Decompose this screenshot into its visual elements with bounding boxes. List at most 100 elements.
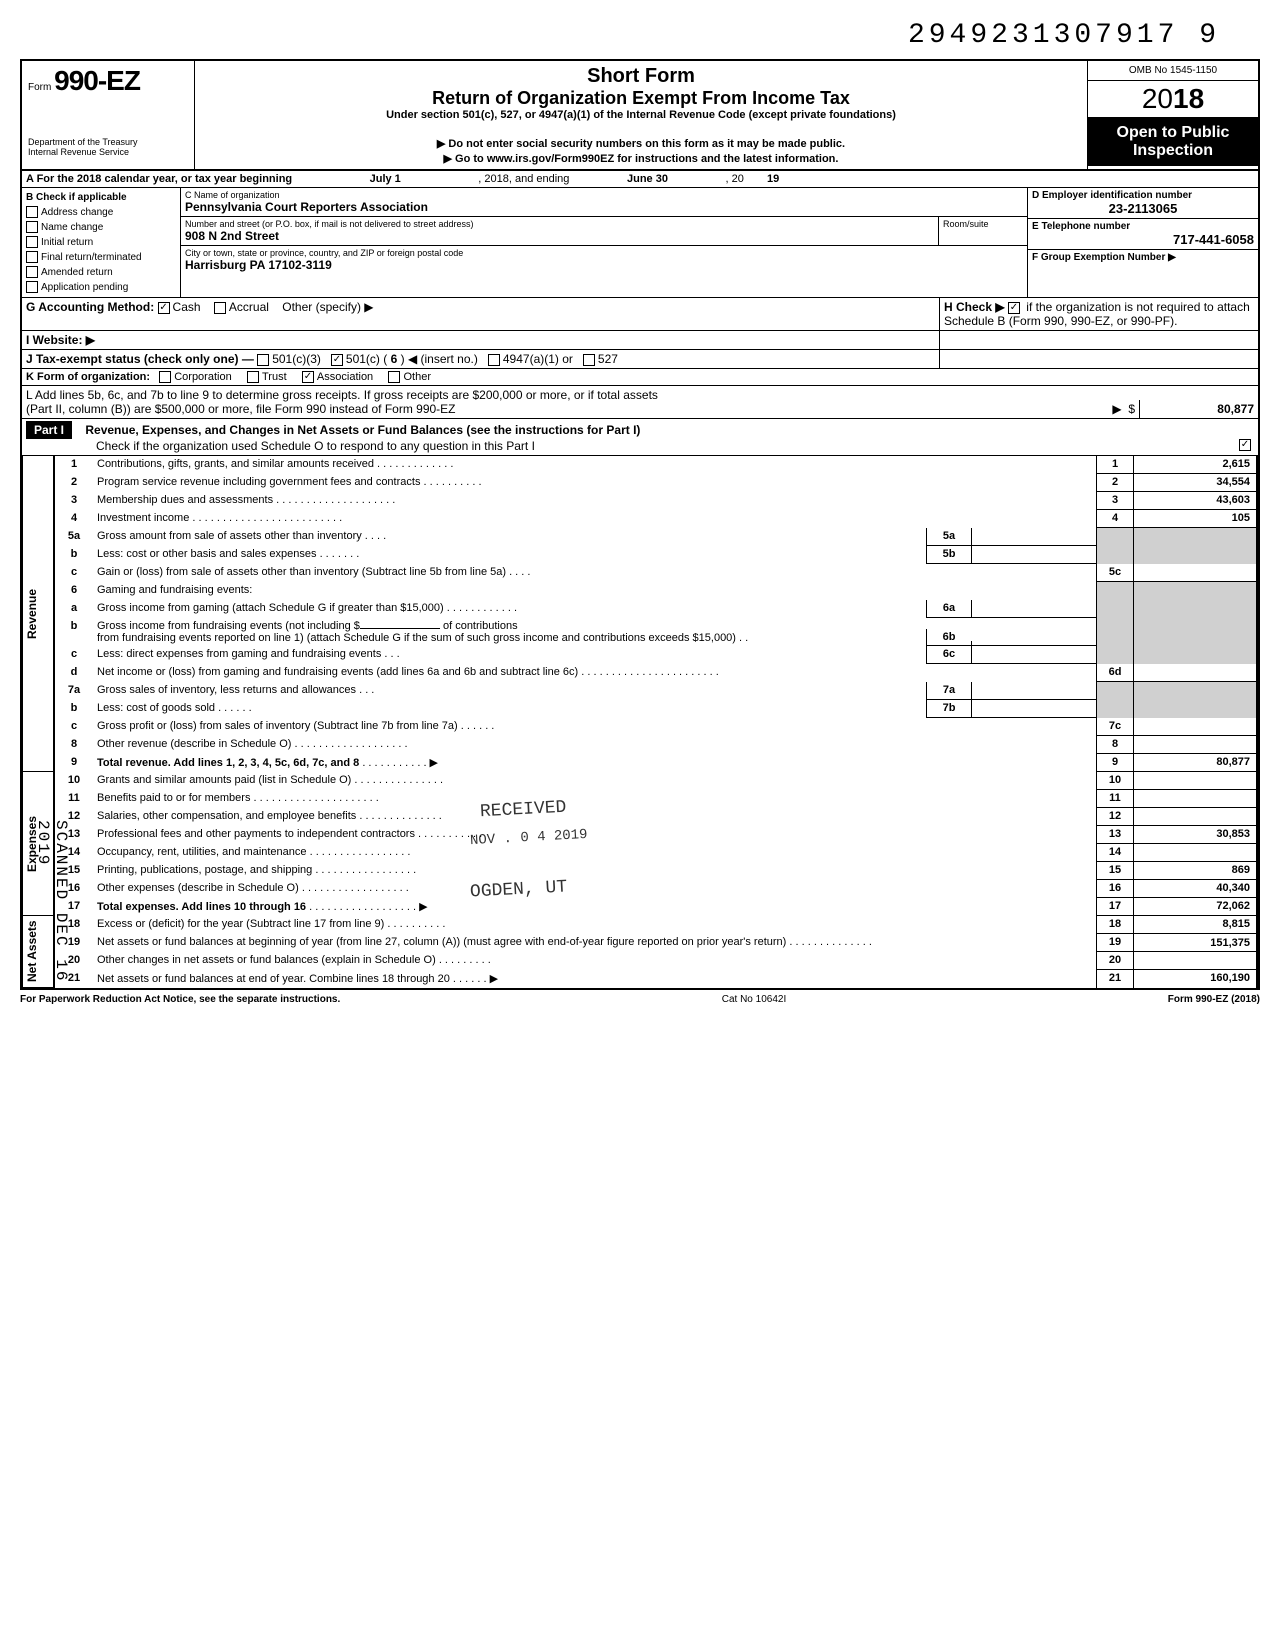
line-7c-text: Gross profit or (loss) from sales of inv… bbox=[97, 720, 458, 732]
check-association[interactable] bbox=[302, 371, 314, 383]
line-15-text: Printing, publications, postage, and shi… bbox=[97, 864, 312, 876]
check-501c[interactable] bbox=[331, 354, 343, 366]
line-21-text: Net assets or fund balances at end of ye… bbox=[97, 973, 450, 985]
line-15-amount: 869 bbox=[1134, 862, 1256, 880]
line-13-amount: 30,853 bbox=[1134, 826, 1256, 844]
line-21-amount: 160,190 bbox=[1134, 970, 1256, 988]
check-4947[interactable] bbox=[488, 354, 500, 366]
form-prefix: Form bbox=[28, 82, 51, 93]
gross-receipts: 80,877 bbox=[1139, 400, 1258, 418]
check-amended[interactable] bbox=[26, 266, 38, 278]
check-initial-return[interactable] bbox=[26, 236, 38, 248]
line-6a-text: Gross income from gaming (attach Schedul… bbox=[97, 602, 444, 614]
label-address-change: Address change bbox=[41, 207, 113, 218]
section-l: L Add lines 5b, 6c, and 7b to line 9 to … bbox=[20, 386, 1260, 419]
footer-cat-no: Cat No 10642I bbox=[722, 994, 787, 1005]
note-ssn: ▶ Do not enter social security numbers o… bbox=[205, 137, 1077, 150]
city-state-zip: Harrisburg PA 17102-3119 bbox=[185, 258, 1023, 272]
line-5c-text: Gain or (loss) from sale of assets other… bbox=[97, 566, 506, 578]
check-schedule-o[interactable] bbox=[1239, 439, 1251, 451]
section-h: H Check ▶ if the organization is not req… bbox=[939, 298, 1258, 330]
dept-label: Department of the Treasury Internal Reve… bbox=[28, 137, 188, 157]
line-6c-text: Less: direct expenses from gaming and fu… bbox=[97, 648, 381, 660]
line-1-amount: 2,615 bbox=[1134, 456, 1256, 474]
check-other-org[interactable] bbox=[388, 371, 400, 383]
label-other-method: Other (specify) ▶ bbox=[282, 300, 373, 314]
room-suite-label: Room/suite bbox=[938, 217, 1027, 245]
check-name-change[interactable] bbox=[26, 221, 38, 233]
label-cash: Cash bbox=[173, 300, 201, 314]
label-corporation: Corporation bbox=[174, 371, 231, 383]
line-10-text: Grants and similar amounts paid (list in… bbox=[97, 774, 351, 786]
check-trust[interactable] bbox=[247, 371, 259, 383]
line-18-amount: 8,815 bbox=[1134, 916, 1256, 934]
city-label: City or town, state or province, country… bbox=[185, 248, 1023, 258]
check-corporation[interactable] bbox=[159, 371, 171, 383]
line-4-text: Investment income bbox=[97, 512, 189, 524]
line-7b-text: Less: cost of goods sold bbox=[97, 702, 215, 714]
label-pending: Application pending bbox=[41, 282, 128, 293]
line-17-amount: 72,062 bbox=[1134, 898, 1256, 916]
subtitle: Under section 501(c), 527, or 4947(a)(1)… bbox=[205, 109, 1077, 121]
ein: 23-2113065 bbox=[1032, 201, 1254, 216]
label-accrual: Accrual bbox=[229, 300, 269, 314]
section-f-label: F Group Exemption Number ▶ bbox=[1032, 252, 1176, 263]
section-b: B Check if applicable Address change Nam… bbox=[22, 188, 181, 297]
part-1-header: Part I Revenue, Expenses, and Changes in… bbox=[20, 419, 1260, 456]
sections-d-e-f: D Employer identification number 23-2113… bbox=[1028, 188, 1258, 297]
check-accrual[interactable] bbox=[214, 302, 226, 314]
footer-form: Form 990-EZ (2018) bbox=[1168, 994, 1260, 1005]
org-name: Pennsylvania Court Reporters Association bbox=[185, 200, 1023, 214]
form-990ez-page: 2949231307917 9 Form 990-EZ Department o… bbox=[20, 20, 1260, 1009]
header-center: Short Form Return of Organization Exempt… bbox=[195, 61, 1088, 169]
line-6b-text: from fundraising events reported on line… bbox=[97, 632, 736, 644]
year-end-month: June 30 bbox=[572, 173, 722, 185]
check-schedule-b[interactable] bbox=[1008, 302, 1020, 314]
title-short-form: Short Form bbox=[205, 65, 1077, 88]
sections-b-through-f: B Check if applicable Address change Nam… bbox=[20, 188, 1260, 298]
check-527[interactable] bbox=[583, 354, 595, 366]
section-g-label: G Accounting Method: bbox=[26, 300, 154, 314]
form-header: Form 990-EZ Department of the Treasury I… bbox=[20, 59, 1260, 171]
telephone: 717-441-6058 bbox=[1032, 232, 1254, 247]
line-8-text: Other revenue (describe in Schedule O) bbox=[97, 738, 291, 750]
line-5b-text: Less: cost or other basis and sales expe… bbox=[97, 548, 317, 560]
title-return: Return of Organization Exempt From Incom… bbox=[205, 88, 1077, 109]
check-cash[interactable] bbox=[158, 302, 170, 314]
section-l-text2: (Part II, column (B)) are $500,000 or mo… bbox=[26, 402, 456, 416]
label-527: 527 bbox=[598, 352, 618, 366]
check-address-change[interactable] bbox=[26, 206, 38, 218]
check-501c3[interactable] bbox=[257, 354, 269, 366]
check-final-return[interactable] bbox=[26, 251, 38, 263]
section-e-label: E Telephone number bbox=[1032, 221, 1130, 232]
line-4-amount: 105 bbox=[1134, 510, 1256, 528]
line-1-text: Contributions, gifts, grants, and simila… bbox=[97, 458, 374, 470]
line-12-text: Salaries, other compensation, and employ… bbox=[97, 810, 356, 822]
label-501c: 501(c) ( bbox=[346, 352, 387, 366]
section-i: I Website: ▶ bbox=[20, 331, 1260, 350]
year-begin: July 1 bbox=[295, 173, 475, 185]
part-1-check-text: Check if the organization used Schedule … bbox=[96, 439, 535, 453]
header-left: Form 990-EZ Department of the Treasury I… bbox=[22, 61, 195, 169]
section-d-label: D Employer identification number bbox=[1032, 190, 1192, 201]
section-k-label: K Form of organization: bbox=[26, 371, 150, 383]
tax-year: 2018 bbox=[1088, 81, 1258, 118]
label-amended: Amended return bbox=[41, 267, 113, 278]
line-19-amount: 151,375 bbox=[1134, 935, 1256, 952]
line-7a-text: Gross sales of inventory, less returns a… bbox=[97, 684, 356, 696]
section-l-text1: L Add lines 5b, 6c, and 7b to line 9 to … bbox=[26, 388, 658, 402]
revenue-section: Revenue 1Contributions, gifts, grants, a… bbox=[20, 456, 1260, 772]
section-a-mid: , 2018, and ending bbox=[478, 173, 569, 185]
check-pending[interactable] bbox=[26, 281, 38, 293]
line-17-text: Total expenses. Add lines 10 through 16 bbox=[97, 901, 306, 913]
line-6b-pre: Gross income from fundraising events (no… bbox=[97, 620, 360, 632]
line-9-amount: 80,877 bbox=[1134, 754, 1256, 772]
line-6-text: Gaming and fundraising events: bbox=[93, 582, 1096, 600]
label-association: Association bbox=[317, 371, 373, 383]
open-to-public: Open to Public Inspection bbox=[1088, 118, 1258, 166]
label-final-return: Final return/terminated bbox=[41, 252, 142, 263]
line-2-text: Program service revenue including govern… bbox=[97, 476, 420, 488]
section-a-label: A For the 2018 calendar year, or tax yea… bbox=[26, 173, 292, 185]
section-h-label: H Check ▶ bbox=[944, 300, 1005, 314]
revenue-label: Revenue bbox=[22, 456, 53, 772]
